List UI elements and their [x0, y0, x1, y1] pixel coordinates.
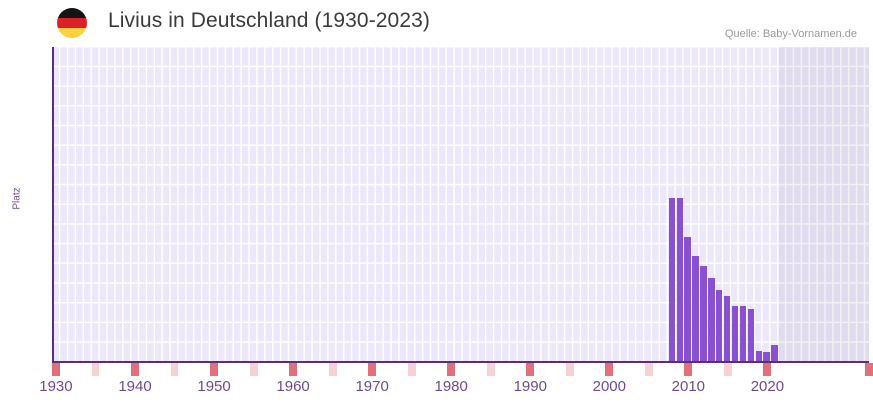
flag-band-red — [57, 18, 87, 28]
page-title: Livius in Deutschland (1930-2023) — [108, 9, 430, 32]
bar-2018[interactable] — [747, 308, 755, 361]
x-tick-1940 — [131, 363, 139, 376]
bar-2021[interactable] — [771, 345, 778, 361]
x-tick-1950 — [210, 363, 218, 376]
x-tick-1990 — [526, 363, 535, 376]
x-tick-label-1990: 1990 — [513, 378, 547, 395]
bar-2019[interactable] — [755, 351, 762, 361]
x-tick-label-1960: 1960 — [276, 378, 310, 395]
chart-plot-wrapper: 1 5453 Platz 193019401950196019701980199… — [12, 47, 873, 395]
x-tick-label-1980: 1980 — [434, 378, 468, 395]
x-tick-label-1950: 1950 — [197, 378, 231, 395]
bar-2016[interactable] — [731, 305, 739, 361]
bar-2014[interactable] — [716, 290, 723, 361]
chart-plot-area — [52, 47, 869, 362]
bar-2009[interactable] — [676, 198, 683, 361]
x-tick-2000 — [605, 363, 614, 376]
bar-2011[interactable] — [692, 255, 699, 361]
x-tick-label-1940: 1940 — [118, 378, 152, 395]
x-tick-1965 — [328, 363, 337, 376]
bar-2010[interactable] — [684, 237, 691, 361]
x-tick-2005 — [644, 363, 653, 376]
x-tick-1970 — [368, 363, 377, 376]
source-attribution: Quelle: Baby-Vornamen.de — [724, 28, 857, 40]
flag-band-gold — [57, 28, 87, 38]
x-tick-label-1970: 1970 — [355, 378, 389, 395]
x-tick-1955 — [249, 363, 258, 376]
x-tick-label-2000: 2000 — [592, 378, 626, 395]
y-axis-line — [52, 47, 54, 363]
germany-flag-circle-icon — [57, 8, 87, 38]
x-tick-2010 — [684, 363, 693, 376]
x-tick-1975 — [407, 363, 416, 376]
flag-band-black — [57, 8, 87, 18]
x-tick-2020 — [763, 363, 772, 376]
x-tick-1945 — [170, 363, 179, 376]
bar-2015[interactable] — [723, 295, 731, 361]
x-tick-1985 — [486, 363, 495, 376]
x-tick-label-2010: 2010 — [671, 378, 706, 395]
y-axis-title: Platz — [11, 187, 23, 210]
x-tick-label-2020: 2020 — [750, 378, 785, 395]
bar-2008[interactable] — [668, 198, 675, 361]
x-tick-1995 — [565, 363, 574, 376]
chart-shaded-region — [779, 47, 869, 362]
x-tick-end — [865, 363, 873, 376]
x-tick-2015 — [723, 363, 732, 376]
x-tick-1960 — [289, 363, 298, 376]
chart-gridlines — [52, 47, 869, 362]
bar-2012[interactable] — [700, 266, 707, 361]
x-tick-1980 — [447, 363, 456, 376]
x-tick-label-1930: 1930 — [39, 378, 73, 395]
x-tick-1930 — [52, 363, 60, 376]
bar-2017[interactable] — [739, 305, 747, 361]
x-tick-1935 — [91, 363, 100, 376]
bar-2020[interactable] — [763, 352, 770, 361]
chart-header: Livius in Deutschland (1930-2023) Quelle… — [0, 0, 873, 46]
x-axis-line — [52, 361, 869, 363]
bar-2013[interactable] — [708, 278, 715, 361]
